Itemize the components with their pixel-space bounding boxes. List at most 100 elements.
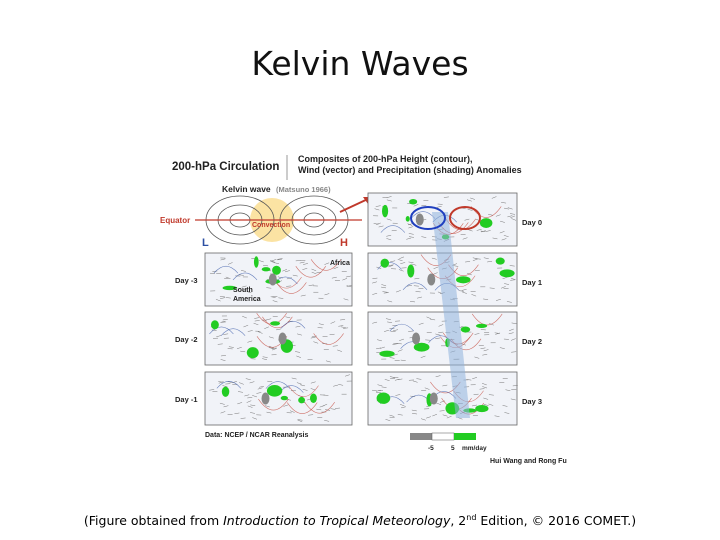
high-circle — [449, 206, 481, 230]
precip-shading — [475, 323, 488, 329]
wind-vector — [384, 379, 390, 381]
wind-vector — [399, 256, 405, 259]
legend-swatch — [454, 433, 476, 440]
wind-vector — [407, 284, 413, 287]
wind-vector — [488, 394, 494, 396]
wind-vector — [400, 406, 406, 409]
wind-vector — [217, 343, 223, 345]
wind-vector — [436, 402, 442, 405]
wind-vector — [474, 333, 480, 335]
wind-vector — [310, 381, 316, 384]
precip-shading — [272, 265, 281, 275]
wind-vector — [283, 404, 289, 407]
wind-vector — [474, 356, 480, 359]
wind-vector — [475, 258, 481, 260]
wind-vector — [472, 258, 478, 261]
wind-vector — [461, 288, 467, 291]
wind-vector — [494, 332, 500, 334]
height-contour — [216, 381, 242, 389]
precip-shading — [261, 392, 270, 405]
wind-vector — [421, 204, 427, 207]
wind-vector — [508, 332, 514, 335]
precip-shading — [246, 347, 259, 359]
wind-vector — [430, 318, 436, 321]
wind-vector — [390, 260, 396, 263]
wind-vector — [291, 377, 297, 380]
wind-vector — [377, 384, 383, 387]
wind-vector — [382, 291, 388, 293]
wind-vector — [482, 354, 488, 356]
wind-vector — [374, 208, 380, 211]
wind-vector — [333, 384, 339, 387]
wind-vector — [501, 238, 507, 241]
map-panel — [367, 311, 518, 366]
wind-vector — [378, 225, 384, 228]
wind-vector — [264, 326, 269, 330]
precip-shading — [253, 256, 259, 268]
wind-vector — [266, 411, 272, 414]
wind-vector — [509, 328, 514, 332]
wind-vector — [373, 222, 379, 225]
wind-vector — [436, 206, 442, 208]
wind-vector — [227, 262, 233, 265]
wind-vector — [247, 397, 253, 399]
wind-vector — [246, 291, 252, 294]
legend-tick: 5 — [451, 445, 455, 452]
wind-vector — [240, 270, 246, 272]
wind-vector — [499, 231, 505, 234]
wind-vector — [435, 337, 441, 339]
wind-vector — [372, 277, 378, 279]
precip-shading — [210, 320, 219, 330]
wind-vector — [232, 381, 238, 383]
wind-vector — [319, 405, 325, 408]
left-heading: 200-hPa Circulation — [172, 161, 279, 173]
wind-vector — [247, 330, 253, 332]
wind-vector — [271, 348, 277, 351]
height-contour — [265, 381, 291, 389]
wind-vector — [240, 417, 246, 419]
wind-vector — [242, 315, 247, 319]
wind-vector — [254, 320, 260, 322]
wind-vector — [343, 298, 349, 301]
wind-vector — [237, 402, 243, 405]
wind-vector — [299, 261, 305, 264]
wind-vector — [237, 391, 243, 393]
precip-shading — [381, 204, 389, 218]
wind-vector — [222, 385, 228, 387]
precip-shading — [499, 269, 515, 278]
legend-units: mm/day — [462, 445, 487, 452]
wind-vector — [310, 336, 316, 339]
wind-vector — [416, 378, 422, 380]
wind-vector — [262, 358, 268, 361]
convection-label: Convection — [252, 222, 290, 229]
wind-vector — [433, 266, 439, 270]
wind-vector — [435, 333, 441, 336]
wind-vector — [494, 415, 500, 417]
wind-vector — [467, 209, 473, 211]
wind-vector — [435, 375, 441, 378]
wind-vector — [372, 293, 378, 295]
wind-vector — [284, 270, 290, 273]
day-label: Day 0 — [522, 218, 542, 227]
wind-vector — [220, 411, 226, 414]
wind-vector — [471, 404, 477, 407]
wind-vector — [408, 236, 414, 238]
wind-vector — [507, 215, 513, 218]
wind-vector — [487, 260, 493, 263]
wind-vector — [278, 297, 284, 299]
wind-vector — [399, 338, 404, 341]
wind-vector — [504, 207, 510, 210]
low-label: L — [202, 237, 209, 249]
wind-vector — [439, 410, 445, 412]
wind-vector — [381, 284, 387, 287]
wind-vector — [426, 416, 431, 419]
day-label: Day -3 — [175, 276, 198, 285]
wind-vector — [464, 218, 470, 221]
precip-shading — [376, 392, 391, 404]
wind-vector — [383, 292, 389, 294]
wind-vector — [243, 324, 249, 328]
wind-vector — [236, 346, 242, 350]
wind-vector — [295, 325, 301, 328]
wind-vector — [418, 322, 424, 325]
wind-vector — [412, 380, 418, 383]
